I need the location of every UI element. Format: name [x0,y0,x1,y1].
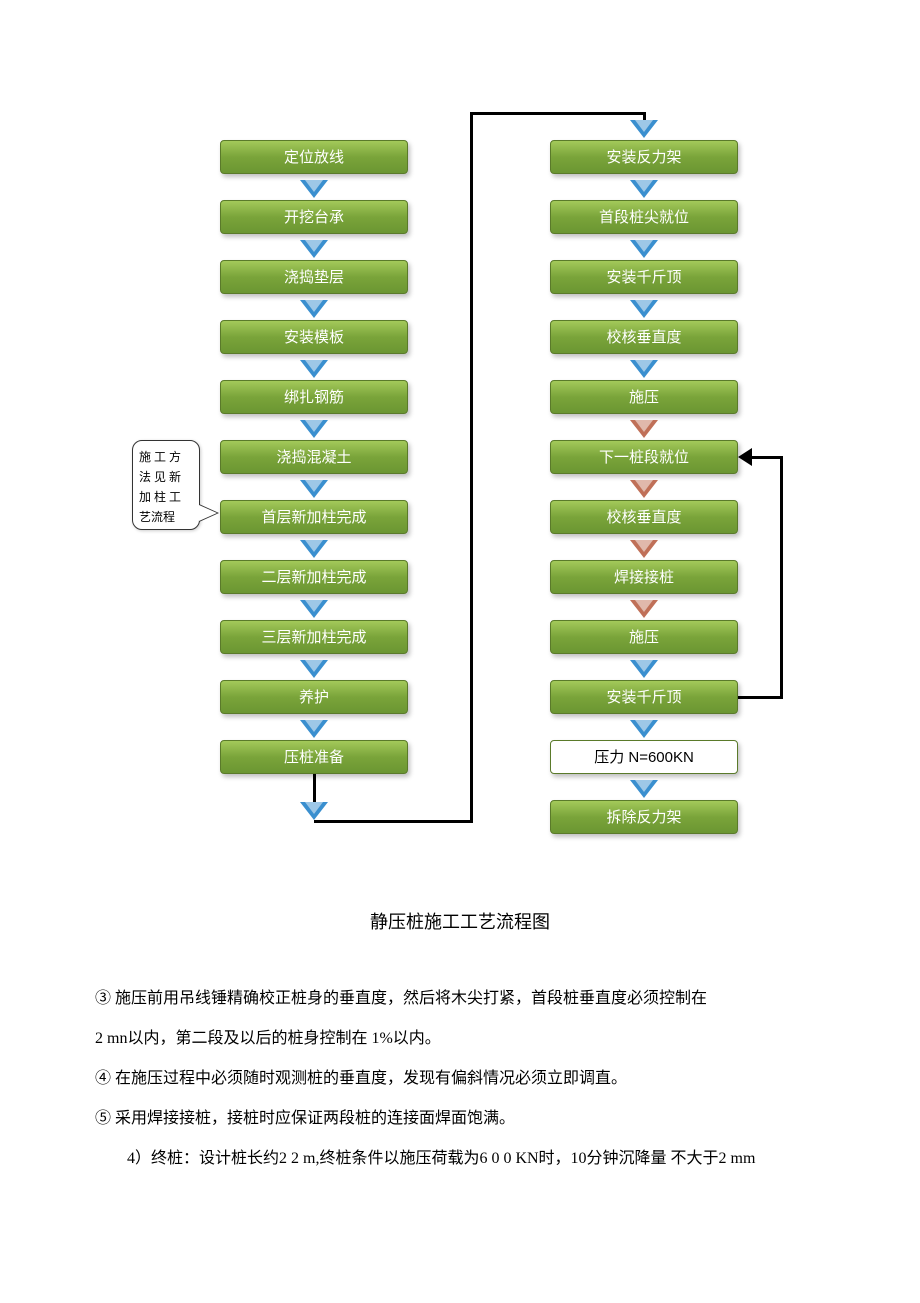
flow-arrow-down-icon [630,600,658,618]
flow-node: 拆除反力架 [550,800,738,834]
flow-node: 浇捣垫层 [220,260,408,294]
body-text-line: ③ 施压前用吊线锤精确校正桩身的垂直度，然后将木尖打紧，首段桩垂直度必须控制在 [95,980,707,1018]
flow-arrow-down-icon [300,540,328,558]
body-text-line: 4）终桩：设计桩长约2 2 m,终桩条件以施压荷载为6 0 0 KN时，10分钟… [95,1140,755,1178]
flowchart-caption: 静压桩施工工艺流程图 [0,908,920,934]
flow-arrow-down-icon [300,600,328,618]
flow-arrow-down-icon [300,180,328,198]
flow-node: 浇捣混凝土 [220,440,408,474]
connector-line [314,820,470,823]
flow-arrow-down-icon [630,240,658,258]
flow-arrow-down-icon [300,300,328,318]
flow-node: 压力 N=600KN [550,740,738,774]
callout-note: 施 工 方法 见 新加 柱 工艺流程 [132,440,200,530]
flow-node: 定位放线 [220,140,408,174]
flow-node: 压桩准备 [220,740,408,774]
body-text-line: ⑤ 采用焊接接桩，接桩时应保证两段桩的连接面焊面饱满。 [95,1100,515,1138]
flow-node: 校核垂直度 [550,320,738,354]
flow-arrow-down-icon [300,802,328,820]
flow-node: 养护 [220,680,408,714]
flow-arrow-down-icon [630,300,658,318]
flow-node: 下一桩段就位 [550,440,738,474]
flow-node: 安装千斤顶 [550,680,738,714]
flow-node: 焊接接桩 [550,560,738,594]
connector-line [780,456,783,699]
connector-line [738,696,780,699]
flow-arrow-down-icon [630,780,658,798]
flow-arrow-down-icon [630,420,658,438]
flow-node: 二层新加柱完成 [220,560,408,594]
flow-node: 施压 [550,380,738,414]
loop-arrow-left-icon [738,448,752,466]
flow-arrow-down-icon [300,720,328,738]
flow-arrow-down-icon [630,540,658,558]
connector-line [470,112,473,823]
flow-arrow-down-icon [630,120,658,138]
flow-node: 绑扎钢筋 [220,380,408,414]
flow-arrow-down-icon [300,480,328,498]
flow-arrow-down-icon [630,720,658,738]
flow-node: 三层新加柱完成 [220,620,408,654]
connector-line [470,112,644,115]
flow-arrow-down-icon [300,360,328,378]
flow-node: 安装反力架 [550,140,738,174]
flow-arrow-down-icon [630,660,658,678]
flow-node: 开挖台承 [220,200,408,234]
flow-node: 首层新加柱完成 [220,500,408,534]
flow-arrow-down-icon [300,660,328,678]
flow-arrow-down-icon [630,180,658,198]
flow-node: 安装模板 [220,320,408,354]
body-text-line: 2 mn以内，第二段及以后的桩身控制在 1%以内。 [95,1020,441,1058]
flow-arrow-down-icon [630,360,658,378]
connector-line [643,112,646,120]
flow-node: 施压 [550,620,738,654]
flow-arrow-down-icon [300,240,328,258]
flow-node: 安装千斤顶 [550,260,738,294]
connector-line [750,456,780,459]
flow-arrow-down-icon [630,480,658,498]
flow-arrow-down-icon [300,420,328,438]
connector-line [313,774,316,784]
flow-node: 校核垂直度 [550,500,738,534]
flow-node: 首段桩尖就位 [550,200,738,234]
body-text-line: ④ 在施压过程中必须随时观测桩的垂直度，发现有偏斜情况必须立即调直。 [95,1060,627,1098]
